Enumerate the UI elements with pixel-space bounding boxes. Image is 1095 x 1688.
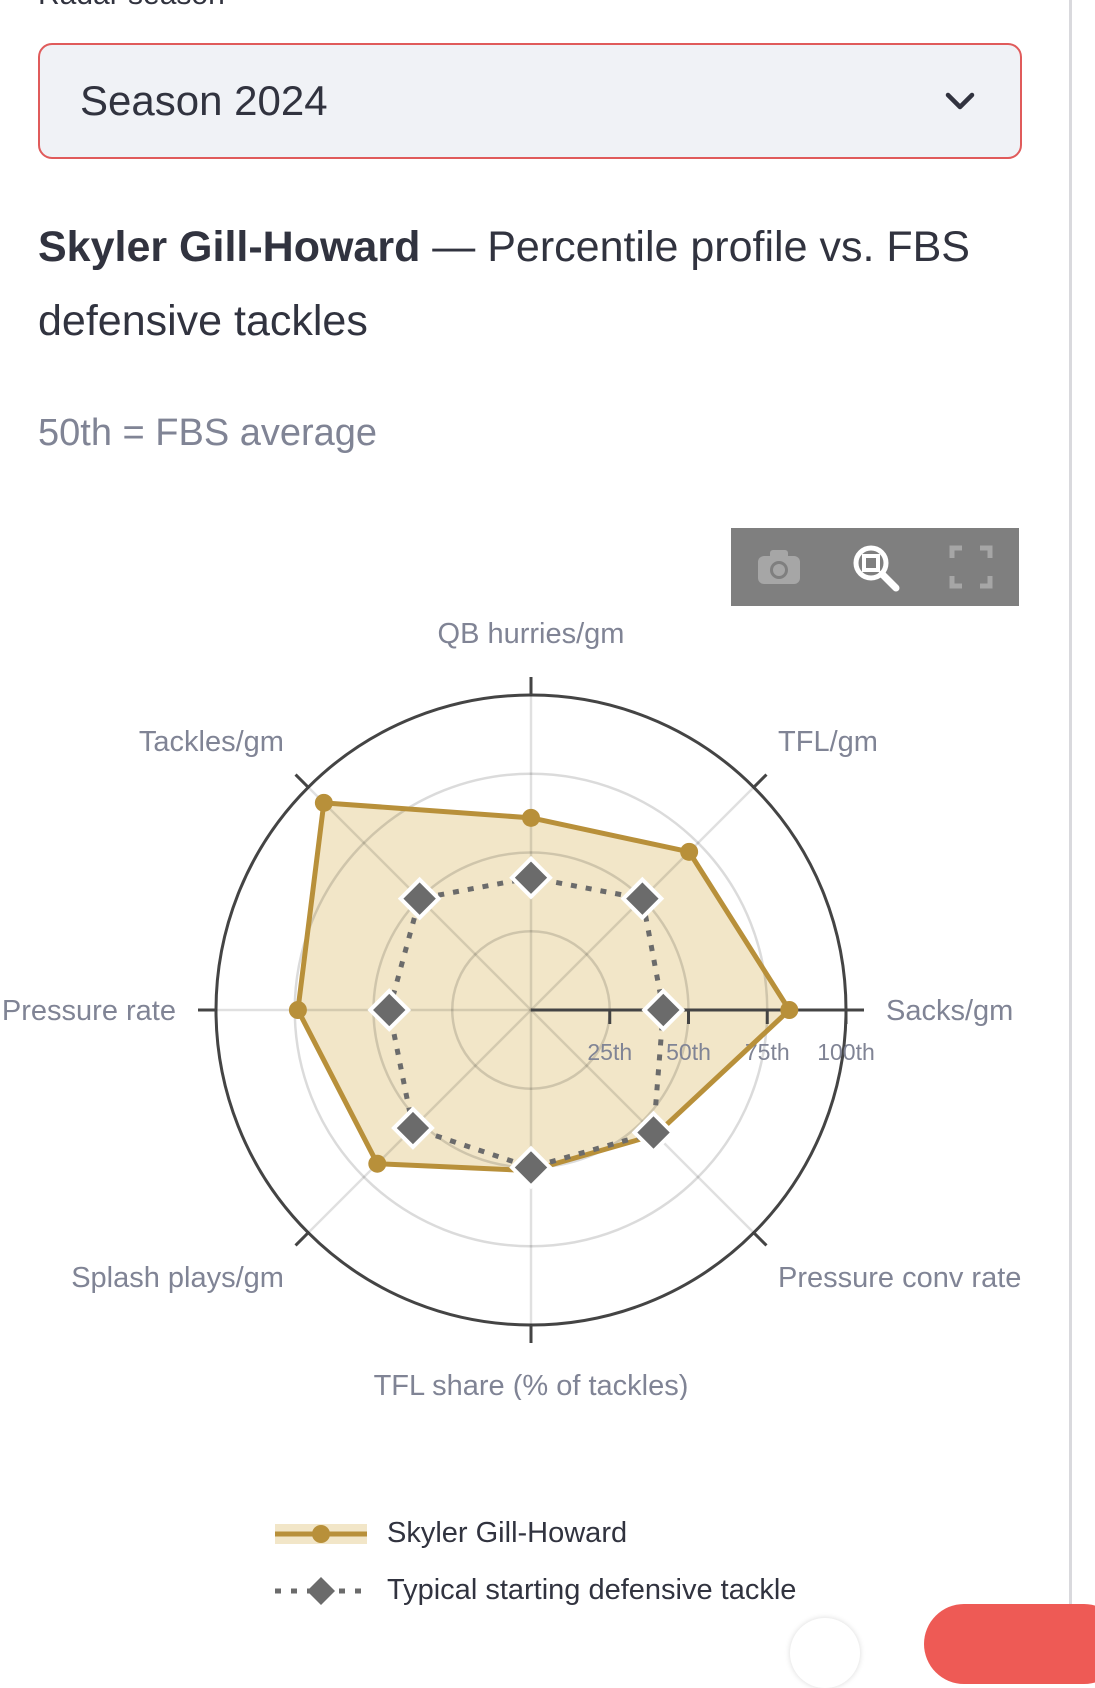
season-select[interactable]: Season 2024 — [38, 43, 1022, 159]
player-point — [522, 808, 540, 827]
chart-subtitle: 50th = FBS average — [38, 412, 378, 454]
scrollbar[interactable] — [1069, 0, 1072, 1629]
autoscale-icon[interactable] — [944, 540, 998, 594]
floating-action-button[interactable] — [924, 1604, 1095, 1684]
heading-rest: — Percentile profile vs. FBS defensive t… — [38, 223, 970, 345]
player-point — [288, 1001, 307, 1019]
player-point — [314, 793, 333, 812]
player-point — [368, 1154, 387, 1173]
radar-spoke — [530, 1009, 755, 1234]
axis-label: Pressure rate — [2, 995, 176, 1027]
legend-label-typical: Typical starting defensive tackle — [387, 1574, 797, 1606]
axis-label: Sacks/gm — [886, 995, 1013, 1027]
legend-swatch-player — [275, 1523, 367, 1544]
radial-tick-label: 100th — [817, 1039, 875, 1065]
typical-point — [367, 988, 412, 1032]
legend-label-player: Skyler Gill-Howard — [387, 1517, 628, 1549]
axis-label: Tackles/gm — [139, 726, 284, 758]
typical-point — [397, 876, 442, 921]
player-point — [680, 842, 699, 861]
chart-heading: Skyler Gill-Howard — Percentile profile … — [38, 210, 1028, 358]
axis-label: QB hurries/gm — [438, 618, 625, 650]
radial-tick-label: 25th — [587, 1039, 632, 1065]
radar-axis-tick — [752, 1231, 768, 1247]
typical-point — [391, 1106, 435, 1150]
camera-icon[interactable] — [752, 540, 806, 594]
typical-point — [620, 876, 665, 921]
player-point — [780, 1001, 799, 1019]
radar-axis-tick — [294, 1231, 310, 1247]
axis-label: TFL share (% of tackles) — [374, 1370, 689, 1400]
legend-swatch-typical — [275, 1576, 367, 1605]
chart-modebar — [731, 528, 1019, 606]
chevron-down-icon — [940, 81, 980, 121]
chart-legend: Skyler Gill-Howard Typical starting defe… — [275, 1505, 875, 1619]
zoom-icon[interactable] — [848, 540, 902, 594]
player-name: Skyler Gill-Howard — [38, 223, 421, 271]
season-select-value: Season 2024 — [80, 77, 328, 124]
series-fill-player — [297, 802, 790, 1171]
axis-label: Pressure conv rate — [778, 1262, 1021, 1294]
typical-point — [641, 988, 686, 1032]
legend-item-player[interactable]: Skyler Gill-Howard — [275, 1505, 875, 1562]
typical-point — [509, 855, 553, 900]
legend-item-typical[interactable]: Typical starting defensive tackle — [275, 1562, 875, 1619]
axis-label: Splash plays/gm — [71, 1262, 284, 1294]
select-label: Radar season — [38, 0, 225, 12]
typical-point — [509, 1145, 553, 1190]
radial-tick-label: 50th — [666, 1039, 711, 1065]
radar-axis-tick — [294, 773, 310, 789]
axis-label: TFL/gm — [778, 726, 878, 758]
radar-axis-tick — [752, 773, 768, 789]
typical-point — [631, 1110, 676, 1155]
